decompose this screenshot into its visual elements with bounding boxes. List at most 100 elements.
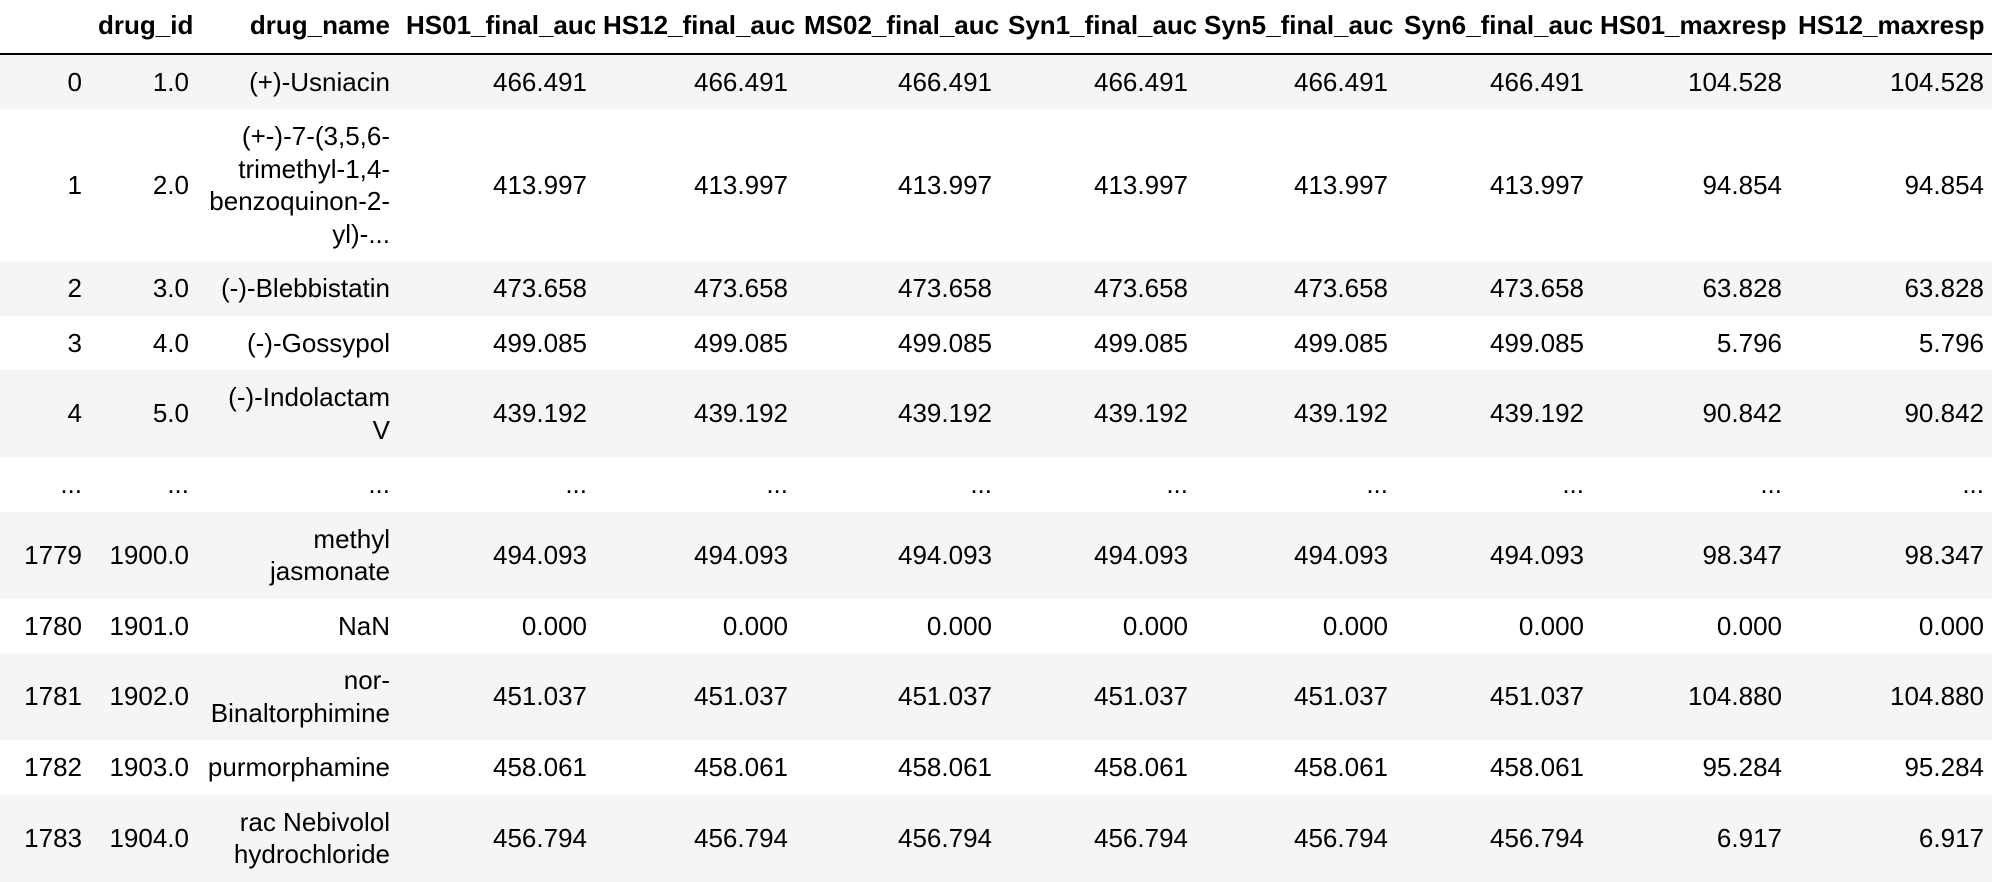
cell-HS01_final_auc: ... (565, 469, 587, 499)
cell-Syn1_final_auc: 458.061 (1094, 752, 1188, 782)
cell-drug_id: 5.0 (152, 398, 189, 429)
cell-Syn6_final_auc: 456.794 (1490, 822, 1584, 853)
cell-Syn1_final_auc: 0.000 (1122, 610, 1188, 641)
cell-drug_name: methyl jasmonate (270, 523, 390, 587)
row-index-cell: 2 (67, 273, 82, 303)
cell-Syn6_final_auc: 473.658 (1490, 273, 1584, 303)
cell-Syn6_final_auc: 466.491 (1490, 66, 1584, 97)
cell-drug_id: 2.0 (152, 169, 189, 200)
cell-MS02_final_auc: 439.192 (898, 398, 992, 429)
cell-Syn5_final_auc: 0.000 (1322, 610, 1388, 641)
row-index-cell: 1782 (24, 752, 82, 782)
table-row: 1783 1904.0 rac Nebivolol hydrochloride 456… (0, 794, 1992, 882)
cell-HS01_maxresp: 63.828 (1702, 273, 1782, 303)
cell-Syn6_final_auc: ... (1562, 469, 1584, 499)
cell-drug_name: (-)-Gossypol (246, 327, 390, 358)
cell-HS01_final_auc: 473.658 (493, 273, 587, 303)
column-header-MS02_final_auc: MS02_final_auc (796, 0, 1000, 55)
cell-drug_id: 3.0 (152, 273, 189, 303)
column-header-Syn1_final_auc: Syn1_final_auc (1000, 0, 1196, 55)
row-index-cell: 1779 (24, 539, 82, 570)
cell-drug_id: 4.0 (152, 327, 189, 358)
cell-Syn6_final_auc: 451.037 (1490, 681, 1584, 712)
cell-HS12_maxresp: 95.284 (1904, 752, 1984, 782)
cell-HS01_maxresp: 5.796 (1716, 327, 1782, 358)
cell-drug_name: (+-)-7-(3,5,6-trimethyl-1,4-benzoquinon-… (209, 121, 390, 249)
cell-HS01_maxresp: 104.528 (1688, 66, 1782, 97)
cell-MS02_final_auc: 466.491 (898, 66, 992, 97)
cell-HS12_final_auc: 466.491 (694, 66, 788, 97)
cell-drug_name: rac Nebivolol hydrochloride (233, 806, 390, 870)
cell-drug_name: NaN (337, 610, 390, 641)
cell-drug_id: 1.0 (152, 66, 189, 97)
table-row: 1780 1901.0 NaN 0.000 0.000 0.000 0.000 0.000 0.… (0, 598, 1992, 653)
cell-Syn1_final_auc: 413.997 (1094, 169, 1188, 200)
table-header: drug_id drug_name HS01_final_auc HS12_final… (0, 0, 1992, 55)
cell-HS01_final_auc: 458.061 (493, 752, 587, 782)
table-body: 0 1.0 (+)-Usniacin 466.491 466.491 466.491 466… (0, 53, 1992, 882)
cell-MS02_final_auc: 499.085 (898, 327, 992, 358)
cell-Syn5_final_auc: 458.061 (1294, 752, 1388, 782)
cell-HS12_final_auc: 499.085 (694, 327, 788, 358)
cell-Syn6_final_auc: 0.000 (1518, 610, 1584, 641)
cell-Syn5_final_auc: 413.997 (1294, 169, 1388, 200)
cell-drug_id: 1902.0 (109, 681, 189, 712)
cell-HS01_maxresp: 95.284 (1702, 752, 1782, 782)
cell-HS12_maxresp: 98.347 (1904, 539, 1984, 570)
cell-drug_name: purmorphamine (207, 752, 390, 782)
row-index-cell: 1780 (24, 610, 82, 641)
row-index-cell: 1783 (24, 822, 82, 853)
cell-Syn5_final_auc: 499.085 (1294, 327, 1388, 358)
table-row: 1 2.0 (+-)-7-(3,5,6-trimethyl-1,4-benzoqui… (0, 109, 1992, 261)
cell-Syn1_final_auc: 456.794 (1094, 822, 1188, 853)
cell-drug_id: 1900.0 (109, 539, 189, 570)
table-row: 2 3.0 (-)-Blebbistatin 473.658 473.658 473.65… (0, 261, 1992, 316)
cell-HS12_final_auc: 439.192 (694, 398, 788, 429)
cell-Syn1_final_auc: ... (1166, 469, 1188, 499)
column-header-drug_id: drug_id (90, 0, 197, 55)
cell-HS01_final_auc: 0.000 (521, 610, 587, 641)
cell-Syn6_final_auc: 439.192 (1490, 398, 1584, 429)
cell-Syn1_final_auc: 466.491 (1094, 66, 1188, 97)
cell-MS02_final_auc: 451.037 (898, 681, 992, 712)
cell-MS02_final_auc: 458.061 (898, 752, 992, 782)
column-header-HS12_final_auc: HS12_final_auc (595, 0, 796, 55)
cell-HS01_maxresp: 104.880 (1688, 681, 1782, 712)
cell-HS12_maxresp: 0.000 (1918, 610, 1984, 641)
cell-Syn6_final_auc: 494.093 (1490, 539, 1584, 570)
table-row: 3 4.0 (-)-Gossypol 499.085 499.085 499.085 499… (0, 315, 1992, 370)
row-index-cell: 1781 (24, 681, 82, 712)
table-row: 1781 1902.0 nor-Binaltorphimine 451.037 451.… (0, 653, 1992, 740)
index-column-header (0, 0, 90, 55)
cell-Syn6_final_auc: 458.061 (1490, 752, 1584, 782)
cell-HS12_maxresp: 63.828 (1904, 273, 1984, 303)
cell-HS01_final_auc: 451.037 (493, 681, 587, 712)
cell-drug_name: (+)-Usniacin (249, 66, 390, 97)
cell-drug_id: 1901.0 (109, 610, 189, 641)
cell-Syn5_final_auc: 439.192 (1294, 398, 1388, 429)
cell-MS02_final_auc: 0.000 (926, 610, 992, 641)
cell-HS12_maxresp: 6.917 (1918, 822, 1984, 853)
cell-HS12_final_auc: 458.061 (694, 752, 788, 782)
cell-Syn1_final_auc: 473.658 (1094, 273, 1188, 303)
cell-HS12_final_auc: 413.997 (694, 169, 788, 200)
cell-Syn5_final_auc: 466.491 (1294, 66, 1388, 97)
cell-HS01_maxresp: 98.347 (1702, 539, 1782, 570)
cell-Syn6_final_auc: 499.085 (1490, 327, 1584, 358)
cell-Syn5_final_auc: 456.794 (1294, 822, 1388, 853)
cell-Syn5_final_auc: 473.658 (1294, 273, 1388, 303)
table-row: ................................. (0, 457, 1992, 512)
cell-HS01_final_auc: 499.085 (493, 327, 587, 358)
cell-HS12_maxresp: 5.796 (1918, 327, 1984, 358)
cell-MS02_final_auc: 413.997 (898, 169, 992, 200)
table-row: 0 1.0 (+)-Usniacin 466.491 466.491 466.491 466… (0, 53, 1992, 109)
cell-drug_name: (-)-Indolactam V (228, 382, 390, 445)
cell-HS12_maxresp: 94.854 (1904, 169, 1984, 200)
cell-MS02_final_auc: ... (970, 469, 992, 499)
row-index-cell: ... (60, 469, 82, 499)
cell-HS12_maxresp: 90.842 (1904, 398, 1984, 429)
cell-HS12_maxresp: 104.880 (1890, 681, 1984, 712)
column-header-HS12_maxresp: HS12_maxresp (1790, 0, 1992, 55)
